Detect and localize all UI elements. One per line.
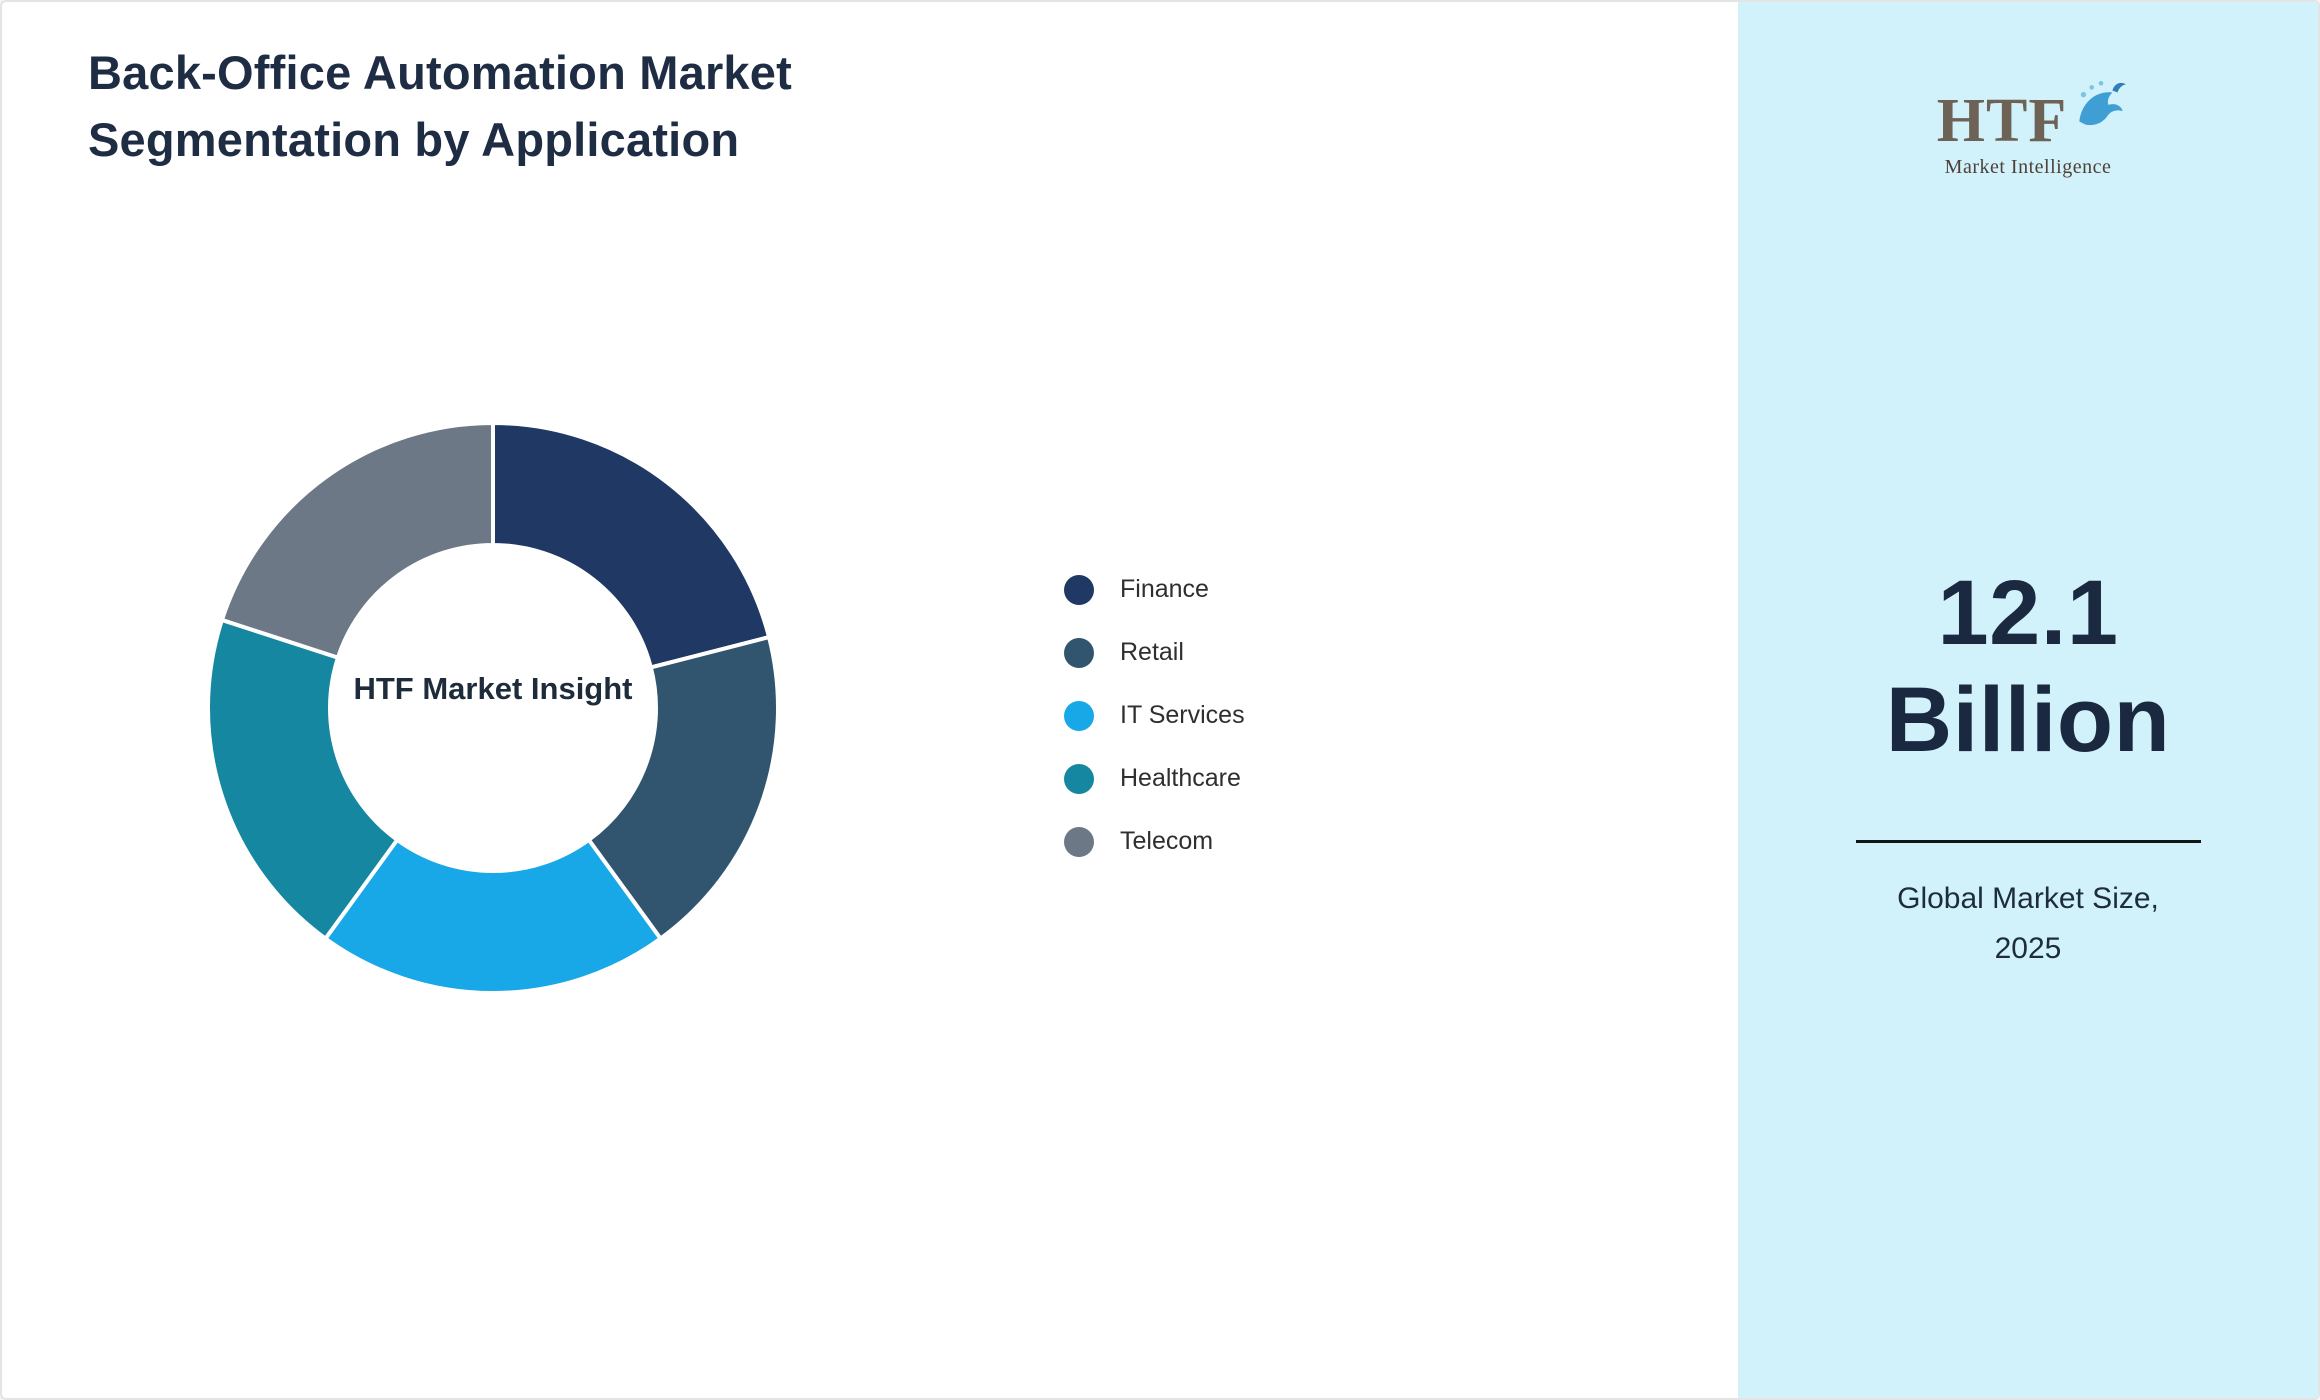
page-title-line1: Back-Office Automation Market: [88, 46, 792, 99]
chart-legend: Finance Retail IT Services Healthcare Teleco…: [1064, 558, 1245, 873]
legend-dot-healthcare: [1064, 763, 1094, 794]
donut-chart: [206, 421, 780, 996]
legend-label-it-services: IT Services: [1120, 701, 1245, 729]
sidebar-divider: [1855, 840, 2201, 843]
market-size-caption-line2: 2025: [1994, 931, 2062, 965]
legend-label-finance: Finance: [1120, 575, 1209, 603]
htf-logo: HTF Market Intelligence: [1738, 80, 2318, 179]
market-size: 12.1 Billion: [1738, 560, 2318, 773]
legend-item-it-services: IT Services: [1064, 684, 1245, 747]
page-title-line2: Segmentation by Application: [88, 112, 740, 166]
donut-segment-telecom: [219, 421, 495, 660]
htf-logo-mark: HTF: [1936, 80, 2127, 155]
market-size-caption-line1: Global Market Size,: [1897, 882, 2159, 915]
donut-segment-it-services: [323, 837, 663, 996]
htf-logo-text: HTF: [1936, 87, 2068, 155]
legend-label-healthcare: Healthcare: [1120, 764, 1241, 792]
legend-label-retail: Retail: [1120, 638, 1184, 666]
page-title: Back-Office Automation Market Segmentati…: [88, 40, 792, 173]
htf-logo-subtext: Market Intelligence: [1944, 156, 2112, 178]
dolphin-splash-icon: [2079, 80, 2127, 126]
legend-dot-retail: [1064, 637, 1094, 668]
legend-item-telecom: Telecom: [1064, 810, 1245, 873]
legend-label-telecom: Telecom: [1120, 827, 1214, 855]
donut-segment-finance: [491, 421, 772, 670]
donut-segment-healthcare: [206, 617, 400, 941]
market-size-unit: Billion: [1885, 668, 2171, 771]
legend-item-healthcare: Healthcare: [1064, 747, 1245, 810]
market-size-value: 12.1: [1937, 562, 2119, 664]
legend-dot-telecom: [1064, 826, 1094, 857]
legend-dot-finance: [1064, 574, 1094, 605]
legend-dot-it-services: [1064, 700, 1094, 731]
donut-center-label: HTF Market Insight: [353, 671, 633, 706]
donut-segment-retail: [586, 635, 780, 941]
legend-item-retail: Retail: [1064, 621, 1245, 684]
sidebar: HTF Market Intelligence 12.1 Billion Glo…: [1738, 2, 2318, 1398]
market-size-caption: Global Market Size, 2025: [1738, 874, 2318, 973]
legend-item-finance: Finance: [1064, 558, 1245, 621]
